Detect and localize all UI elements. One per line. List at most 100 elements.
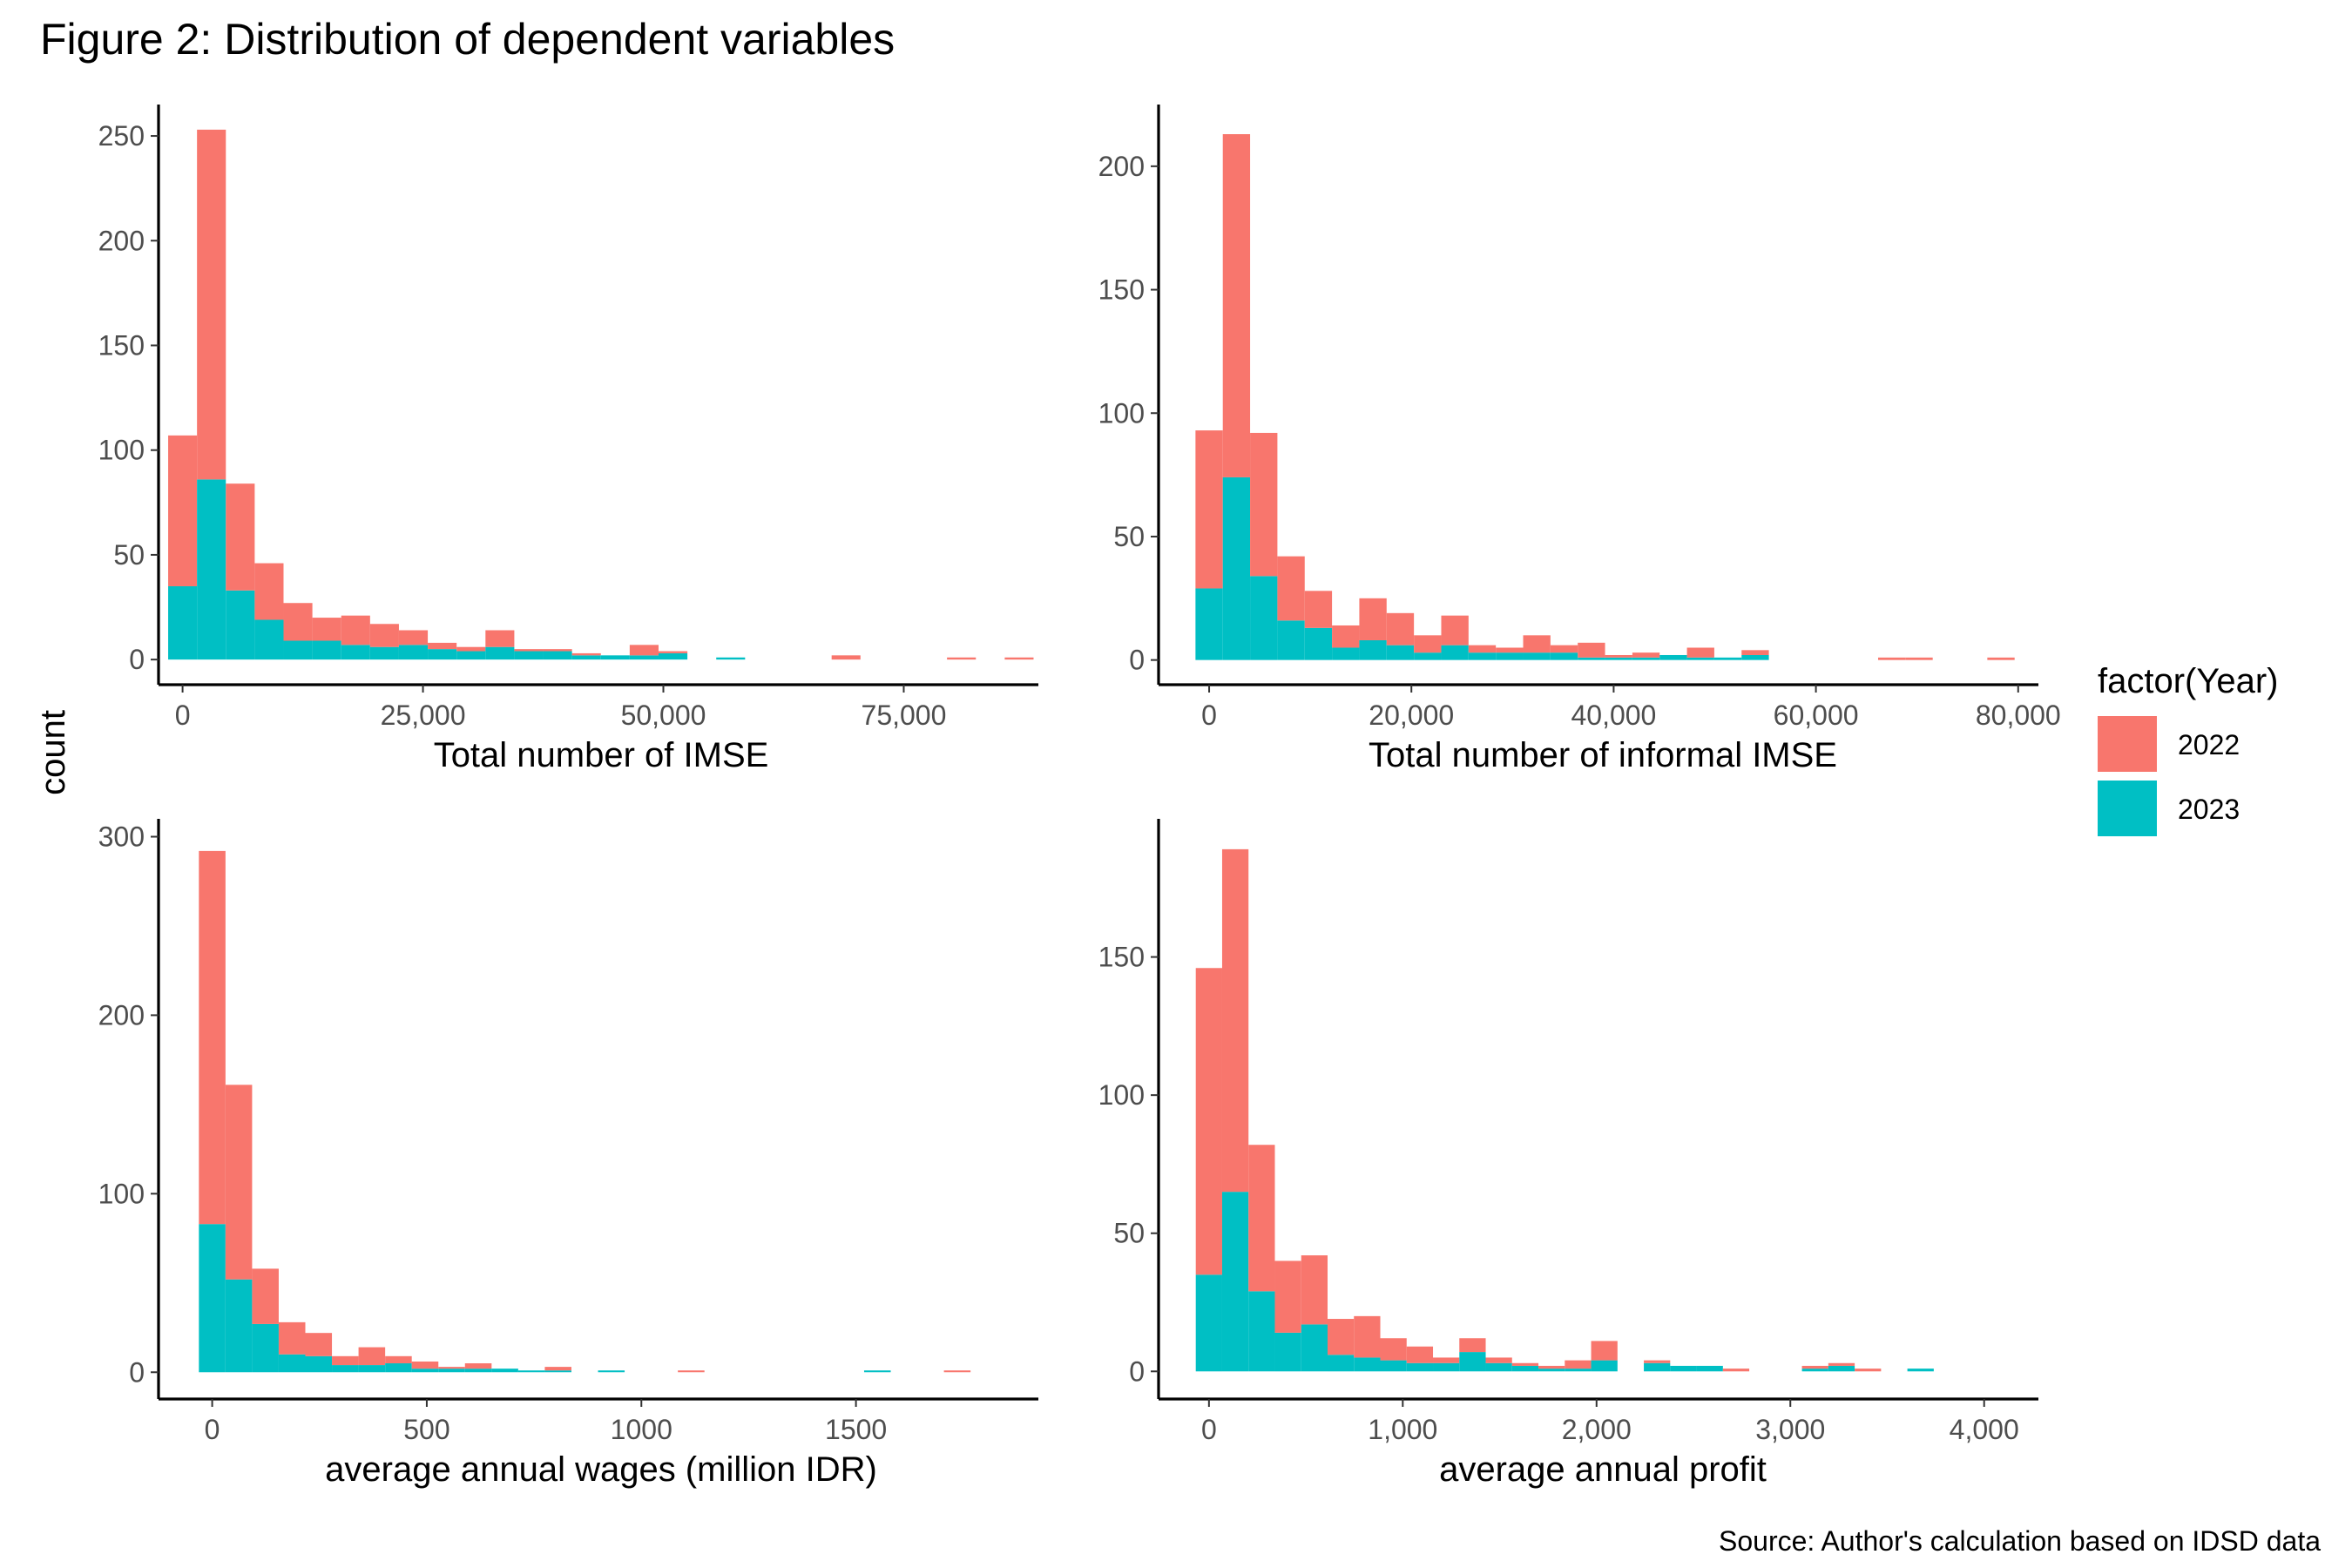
bar-informal-imse-2022-bin-12: [1523, 635, 1551, 653]
bar-imse-2022-bin-16: [629, 645, 659, 656]
bar-imse-2023-bin-13: [543, 651, 572, 660]
bar-informal-imse-2022-bin-14: [1578, 642, 1605, 658]
x-tick-label-informal-imse-40000: 40,000: [1571, 700, 1656, 731]
legend-swatch-2023: [2098, 781, 2157, 836]
bar-informal-imse-2023-bin-7: [1386, 645, 1415, 660]
bar-profit-2022-bin-7: [1380, 1338, 1407, 1361]
x-tick-label-imse-0: 0: [175, 700, 191, 731]
y-tick-label-imse-200: 200: [98, 225, 145, 256]
bar-wages-2022-bin-0: [199, 850, 226, 1225]
bar-wages-2022-bin-3: [278, 1321, 306, 1355]
bar-informal-imse-2022-bin-18: [1686, 647, 1714, 658]
bar-informal-imse-2022-bin-9: [1441, 615, 1469, 645]
legend-label-2022: 2022: [2178, 729, 2240, 760]
bar-wages-2023-bin-8: [411, 1369, 439, 1373]
bar-informal-imse-2022-bin-11: [1496, 647, 1524, 653]
bar-profit-2022-bin-5: [1327, 1319, 1355, 1355]
bar-imse-2023-bin-19: [716, 657, 746, 660]
bar-profit-2022-bin-15: [1591, 1341, 1618, 1361]
y-tick-label-informal-imse-100: 100: [1098, 397, 1145, 429]
bar-imse-2022-bin-12: [514, 649, 544, 652]
figure-title: Figure 2: Distribution of dependent vari…: [40, 15, 895, 64]
bar-imse-2023-bin-12: [514, 651, 544, 660]
bar-informal-imse-2022-bin-16: [1632, 652, 1660, 658]
bar-profit-2023-bin-10: [1459, 1352, 1486, 1372]
bar-imse-2023-bin-9: [428, 649, 457, 660]
bar-profit-2022-bin-17: [1644, 1360, 1671, 1363]
bar-profit-2022-bin-13: [1538, 1365, 1565, 1369]
bar-imse-2022-bin-13: [543, 649, 572, 652]
bar-wages-2023-bin-13: [544, 1370, 571, 1373]
bar-profit-2023-bin-2: [1248, 1291, 1275, 1372]
bar-informal-imse-2023-bin-5: [1332, 647, 1360, 660]
bar-wages-2023-bin-25: [863, 1370, 891, 1373]
bar-informal-imse-2023-bin-18: [1686, 657, 1714, 660]
bar-wages-2023-bin-10: [464, 1369, 492, 1373]
bar-imse-2023-bin-3: [254, 619, 284, 660]
bar-profit-2023-bin-18: [1670, 1365, 1697, 1372]
bar-informal-imse-2023-bin-13: [1550, 652, 1578, 660]
bar-imse-2022-bin-11: [485, 630, 515, 647]
bar-profit-2022-bin-3: [1274, 1260, 1301, 1333]
legend-label-2023: 2023: [2178, 794, 2240, 825]
bar-profit-2022-bin-11: [1485, 1357, 1512, 1363]
bar-profit-2022-bin-25: [1855, 1369, 1882, 1372]
bar-informal-imse-2022-bin-0: [1195, 430, 1223, 589]
bar-wages-2022-bin-13: [544, 1367, 571, 1371]
bar-informal-imse-2022-bin-1: [1222, 134, 1251, 477]
y-tick-label-informal-imse-0: 0: [1129, 645, 1145, 676]
bar-profit-2023-bin-13: [1538, 1369, 1565, 1372]
bar-imse-2023-bin-17: [658, 652, 688, 660]
bar-profit-2023-bin-12: [1511, 1365, 1539, 1372]
x-tick-label-profit-4000: 4,000: [1950, 1414, 2019, 1445]
bar-profit-2023-bin-15: [1591, 1360, 1618, 1372]
bar-imse-2022-bin-23: [831, 655, 861, 660]
bar-informal-imse-2023-bin-9: [1441, 645, 1469, 660]
y-tick-label-profit-100: 100: [1098, 1079, 1145, 1111]
y-tick-label-profit-50: 50: [1113, 1218, 1145, 1249]
legend: factor(Year) 2022 2023: [2098, 662, 2279, 836]
bar-informal-imse-2022-bin-20: [1741, 650, 1769, 655]
bar-informal-imse-2023-bin-15: [1605, 657, 1632, 660]
bar-wages-2023-bin-5: [332, 1365, 359, 1373]
bar-wages-2023-bin-11: [491, 1369, 518, 1373]
bar-imse-2022-bin-2: [226, 483, 255, 591]
y-tick-label-informal-imse-150: 150: [1098, 274, 1145, 306]
bar-profit-2022-bin-9: [1433, 1357, 1460, 1363]
bar-informal-imse-2023-bin-10: [1468, 652, 1497, 660]
bar-informal-imse-2022-bin-3: [1277, 556, 1305, 621]
bar-wages-2023-bin-3: [278, 1354, 306, 1373]
bar-imse-2023-bin-8: [398, 645, 429, 660]
x-tick-label-wages-1000: 1000: [611, 1414, 672, 1445]
x-tick-label-wages-500: 500: [403, 1414, 449, 1445]
bar-profit-2022-bin-0: [1195, 968, 1222, 1275]
bar-imse-2023-bin-2: [226, 590, 255, 660]
bar-wages-2022-bin-28: [943, 1370, 971, 1373]
bar-profit-2022-bin-6: [1354, 1315, 1381, 1358]
bar-imse-2022-bin-7: [369, 624, 399, 647]
bar-profit-2022-bin-14: [1565, 1360, 1592, 1369]
bar-wages-2023-bin-15: [598, 1370, 625, 1373]
bar-informal-imse-2023-bin-6: [1359, 639, 1387, 660]
bar-wages-2022-bin-5: [332, 1355, 359, 1366]
bar-profit-2023-bin-11: [1485, 1362, 1512, 1372]
bar-imse-2023-bin-16: [629, 655, 659, 660]
bar-imse-2023-bin-14: [571, 655, 601, 660]
y-tick-label-informal-imse-50: 50: [1113, 521, 1145, 552]
bar-informal-imse-2023-bin-17: [1659, 654, 1687, 660]
bar-profit-2023-bin-24: [1828, 1365, 1855, 1372]
bar-imse-2023-bin-1: [197, 479, 226, 660]
bar-imse-2023-bin-0: [168, 586, 198, 660]
bar-imse-2023-bin-10: [456, 651, 486, 660]
y-tick-label-profit-150: 150: [1098, 942, 1145, 973]
bar-imse-2022-bin-9: [428, 642, 457, 650]
bar-wages-2023-bin-7: [385, 1363, 412, 1373]
bar-imse-2023-bin-6: [341, 645, 370, 660]
bar-informal-imse-2023-bin-16: [1632, 657, 1660, 660]
bar-informal-imse-2023-bin-20: [1741, 654, 1769, 660]
y-tick-label-imse-0: 0: [129, 644, 145, 675]
x-tick-label-imse-25000: 25,000: [381, 700, 466, 731]
y-tick-label-wages-300: 300: [98, 821, 145, 852]
legend-swatch-2022: [2098, 716, 2157, 772]
